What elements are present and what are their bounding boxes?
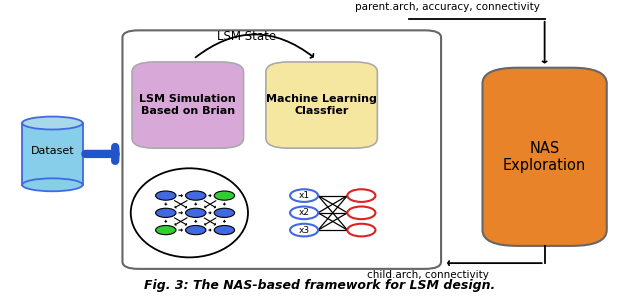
Text: Dataset: Dataset (31, 146, 74, 156)
Bar (22, 123, 83, 185)
Circle shape (156, 208, 176, 217)
Circle shape (186, 191, 206, 200)
Text: LSM Simulation
Based on Brian: LSM Simulation Based on Brian (140, 94, 236, 116)
Circle shape (214, 208, 235, 217)
Circle shape (156, 191, 176, 200)
Circle shape (348, 189, 376, 202)
Text: x1: x1 (298, 191, 310, 200)
Circle shape (348, 207, 376, 219)
FancyBboxPatch shape (266, 62, 378, 148)
Circle shape (214, 225, 235, 235)
Text: LSM State: LSM State (217, 30, 276, 42)
Circle shape (214, 191, 235, 200)
Text: x3: x3 (298, 225, 310, 235)
Ellipse shape (131, 168, 248, 257)
Ellipse shape (22, 178, 83, 191)
Text: NAS
Exploration: NAS Exploration (503, 141, 586, 173)
Text: Fig. 3: The NAS-based framework for LSM design.: Fig. 3: The NAS-based framework for LSM … (145, 279, 495, 292)
Text: x2: x2 (299, 208, 310, 217)
Circle shape (156, 225, 176, 235)
Circle shape (290, 207, 318, 219)
Circle shape (348, 224, 376, 237)
FancyBboxPatch shape (132, 62, 244, 148)
FancyBboxPatch shape (122, 30, 441, 269)
Text: child.arch, connectivity: child.arch, connectivity (367, 270, 489, 280)
Circle shape (290, 189, 318, 202)
Circle shape (186, 208, 206, 217)
Text: Machine Learning
Classfier: Machine Learning Classfier (266, 94, 377, 116)
Ellipse shape (22, 117, 83, 129)
FancyBboxPatch shape (483, 68, 607, 246)
Circle shape (290, 224, 318, 237)
Text: parent.arch, accuracy, connectivity: parent.arch, accuracy, connectivity (355, 2, 540, 12)
Circle shape (186, 225, 206, 235)
